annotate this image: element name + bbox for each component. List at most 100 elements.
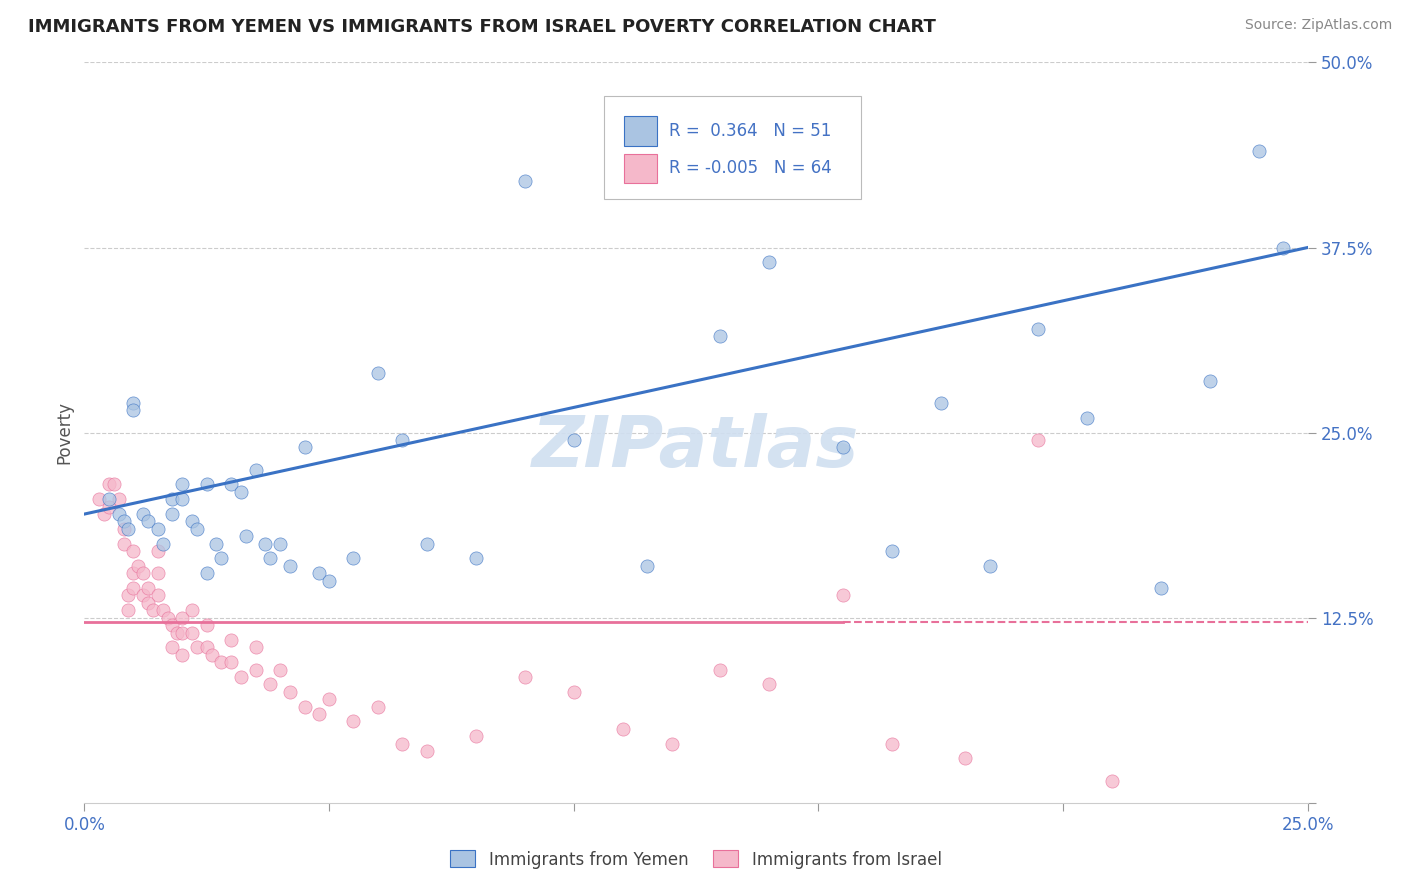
Point — [513, 670, 536, 684]
Point — [1028, 322, 1050, 336]
Point — [127, 558, 149, 573]
Point — [758, 677, 780, 691]
Point — [162, 492, 184, 507]
Point — [107, 492, 129, 507]
Point — [117, 589, 139, 603]
Point — [269, 536, 291, 550]
Point — [200, 648, 222, 662]
Point — [166, 625, 188, 640]
Point — [103, 477, 125, 491]
Point — [1198, 374, 1220, 388]
Point — [112, 522, 135, 536]
Point — [245, 663, 267, 677]
Point — [562, 433, 585, 447]
Point — [612, 722, 634, 736]
Point — [831, 589, 853, 603]
Point — [269, 663, 291, 677]
Point — [661, 737, 683, 751]
Point — [136, 515, 159, 529]
Point — [562, 685, 585, 699]
Point — [1247, 145, 1270, 159]
Point — [709, 663, 731, 677]
Point — [709, 329, 731, 343]
Point — [979, 558, 1001, 573]
Point — [172, 648, 194, 662]
Point — [195, 566, 218, 581]
Point — [245, 640, 267, 655]
Point — [132, 566, 155, 581]
Point — [97, 477, 120, 491]
Point — [464, 551, 486, 566]
Point — [513, 174, 536, 188]
Point — [87, 492, 110, 507]
Text: IMMIGRANTS FROM YEMEN VS IMMIGRANTS FROM ISRAEL POVERTY CORRELATION CHART: IMMIGRANTS FROM YEMEN VS IMMIGRANTS FROM… — [28, 18, 936, 36]
Point — [219, 655, 242, 669]
Text: R =  0.364   N = 51: R = 0.364 N = 51 — [669, 121, 831, 139]
Point — [416, 536, 439, 550]
Point — [209, 551, 232, 566]
Point — [146, 589, 169, 603]
Point — [181, 603, 204, 617]
Point — [391, 737, 413, 751]
Point — [112, 536, 135, 550]
Point — [172, 492, 194, 507]
Point — [308, 566, 330, 581]
Text: R = -0.005   N = 64: R = -0.005 N = 64 — [669, 159, 832, 177]
FancyBboxPatch shape — [605, 95, 860, 200]
Point — [122, 544, 145, 558]
Point — [142, 603, 165, 617]
Point — [1101, 773, 1123, 788]
Point — [254, 536, 277, 550]
Point — [162, 640, 184, 655]
Point — [294, 699, 316, 714]
Point — [162, 507, 184, 521]
Point — [186, 522, 208, 536]
Point — [136, 581, 159, 595]
Point — [318, 692, 340, 706]
Point — [172, 477, 194, 491]
Point — [1028, 433, 1050, 447]
Point — [156, 610, 179, 624]
Point — [464, 729, 486, 743]
Point — [181, 625, 204, 640]
Point — [245, 462, 267, 476]
Point — [162, 618, 184, 632]
Point — [235, 529, 257, 543]
Point — [146, 566, 169, 581]
Point — [122, 396, 145, 410]
Point — [97, 492, 120, 507]
Point — [953, 751, 976, 765]
FancyBboxPatch shape — [624, 117, 657, 146]
Point — [132, 507, 155, 521]
Point — [195, 477, 218, 491]
Point — [1272, 240, 1295, 255]
Point — [342, 714, 364, 729]
Point — [1076, 410, 1098, 425]
Point — [831, 441, 853, 455]
Text: ZIPatlas: ZIPatlas — [533, 413, 859, 482]
Point — [209, 655, 232, 669]
Point — [152, 536, 174, 550]
Point — [278, 685, 301, 699]
Point — [122, 566, 145, 581]
Point — [259, 677, 281, 691]
Point — [391, 433, 413, 447]
Point — [229, 484, 252, 499]
Point — [367, 699, 389, 714]
Point — [294, 441, 316, 455]
Point — [880, 544, 903, 558]
Point — [636, 558, 658, 573]
Point — [132, 589, 155, 603]
Point — [205, 536, 228, 550]
Point — [195, 618, 218, 632]
Point — [112, 515, 135, 529]
Point — [219, 632, 242, 647]
Point — [929, 396, 952, 410]
Point — [152, 603, 174, 617]
Legend: Immigrants from Yemen, Immigrants from Israel: Immigrants from Yemen, Immigrants from I… — [450, 850, 942, 869]
FancyBboxPatch shape — [624, 153, 657, 183]
Point — [172, 610, 194, 624]
Point — [122, 581, 145, 595]
Point — [259, 551, 281, 566]
Point — [172, 625, 194, 640]
